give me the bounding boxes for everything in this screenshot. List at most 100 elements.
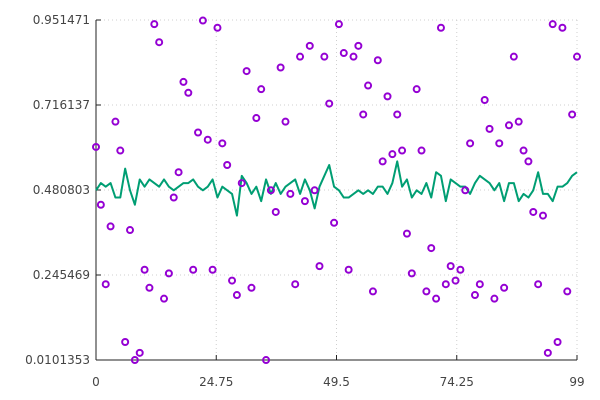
scatter-point	[145, 283, 154, 292]
scatter-point	[266, 186, 275, 195]
scatter-point	[232, 291, 241, 300]
scatter-point	[179, 77, 188, 86]
x-tick-label: 74.25	[440, 375, 474, 389]
x-tick-label: 49.5	[323, 375, 350, 389]
scatter-point	[417, 146, 426, 155]
scatter-point	[364, 81, 373, 90]
scatter-point	[466, 139, 475, 148]
scatter-point	[480, 95, 489, 104]
scatter-point	[529, 207, 538, 216]
scatter-point	[150, 20, 159, 29]
scatter-point	[538, 211, 547, 220]
scatter-point	[354, 41, 363, 50]
scatter-point	[257, 85, 266, 94]
scatter-point	[300, 197, 309, 206]
scatter-point	[441, 280, 450, 289]
scatter-point	[563, 287, 572, 296]
scatter-point	[504, 121, 513, 130]
scatter-point	[276, 63, 285, 72]
scatter-point	[519, 146, 528, 155]
scatter-point	[140, 265, 149, 274]
scatter-point	[495, 139, 504, 148]
scatter-point	[174, 168, 183, 177]
scatter-point	[213, 23, 222, 32]
scatter-point	[247, 283, 256, 292]
scatter-point	[339, 49, 348, 58]
scatter-point	[368, 287, 377, 296]
scatter-point	[130, 356, 139, 365]
scatter-point	[242, 67, 251, 76]
scatter-point	[330, 218, 339, 227]
series-line	[95, 160, 578, 217]
scatter-point	[208, 265, 217, 274]
scatter-series-layer	[92, 16, 581, 365]
scatter-point	[101, 280, 110, 289]
scatter-point	[383, 92, 392, 101]
scatter-point	[237, 179, 246, 188]
scatter-point	[194, 128, 203, 137]
scatter-point	[558, 23, 567, 32]
x-tick-label: 0	[92, 375, 100, 389]
scatter-point	[155, 38, 164, 47]
scatter-point	[164, 269, 173, 278]
scatter-point	[456, 265, 465, 274]
axis-layer: 0 24.75 49.5 74.25 99 0.0101353 0.245469 0.4808…	[25, 13, 585, 389]
scatter-point	[427, 244, 436, 253]
scatter-point	[349, 52, 358, 61]
scatter-point	[432, 294, 441, 303]
scatter-point	[223, 161, 232, 170]
scatter-point	[534, 280, 543, 289]
scatter-point	[325, 99, 334, 108]
scatter-point	[106, 222, 115, 231]
scatter-point	[296, 52, 305, 61]
y-tick-label: 0.480803	[33, 183, 90, 197]
scatter-point	[291, 280, 300, 289]
scatter-point	[334, 20, 343, 29]
scatter-point	[509, 52, 518, 61]
scatter-point	[393, 110, 402, 119]
scatter-point	[135, 348, 144, 357]
scatter-point	[344, 265, 353, 274]
y-tick-label: 0.245469	[33, 268, 90, 282]
scatter-point	[262, 356, 271, 365]
scatter-point	[305, 41, 314, 50]
scatter-point	[320, 52, 329, 61]
scatter-point	[475, 280, 484, 289]
scatter-point	[121, 337, 130, 346]
scatter-point	[315, 262, 324, 271]
scatter-point	[96, 200, 105, 209]
scatter-point	[407, 269, 416, 278]
scatter-point	[485, 124, 494, 133]
scatter-point	[373, 56, 382, 65]
scatter-point	[126, 226, 135, 235]
scatter-point	[189, 265, 198, 274]
scatter-point	[568, 110, 577, 119]
scatter-point	[310, 186, 319, 195]
scatter-point	[490, 294, 499, 303]
scatter-point	[252, 114, 261, 123]
scatter-point	[451, 276, 460, 285]
scatter-point	[228, 276, 237, 285]
scatter-point	[553, 337, 562, 346]
scatter-point	[203, 135, 212, 144]
scatter-point	[218, 139, 227, 148]
y-tick-label: 0.716137	[33, 98, 90, 112]
scatter-point	[398, 146, 407, 155]
scatter-point	[271, 207, 280, 216]
scatter-point	[422, 287, 431, 296]
scatter-point	[169, 193, 178, 202]
y-tick-label: 0.0101353	[25, 353, 90, 367]
scatter-point	[500, 283, 509, 292]
line-series-layer	[95, 160, 578, 217]
scatter-point	[378, 157, 387, 166]
scatter-point	[461, 186, 470, 195]
scatter-point	[111, 117, 120, 126]
scatter-point	[359, 110, 368, 119]
scatter-point	[436, 23, 445, 32]
grid-layer	[95, 19, 578, 361]
x-tick-label: 99	[569, 375, 584, 389]
scatter-point	[524, 157, 533, 166]
x-tick-label: 24.75	[199, 375, 233, 389]
scatter-point	[548, 20, 557, 29]
